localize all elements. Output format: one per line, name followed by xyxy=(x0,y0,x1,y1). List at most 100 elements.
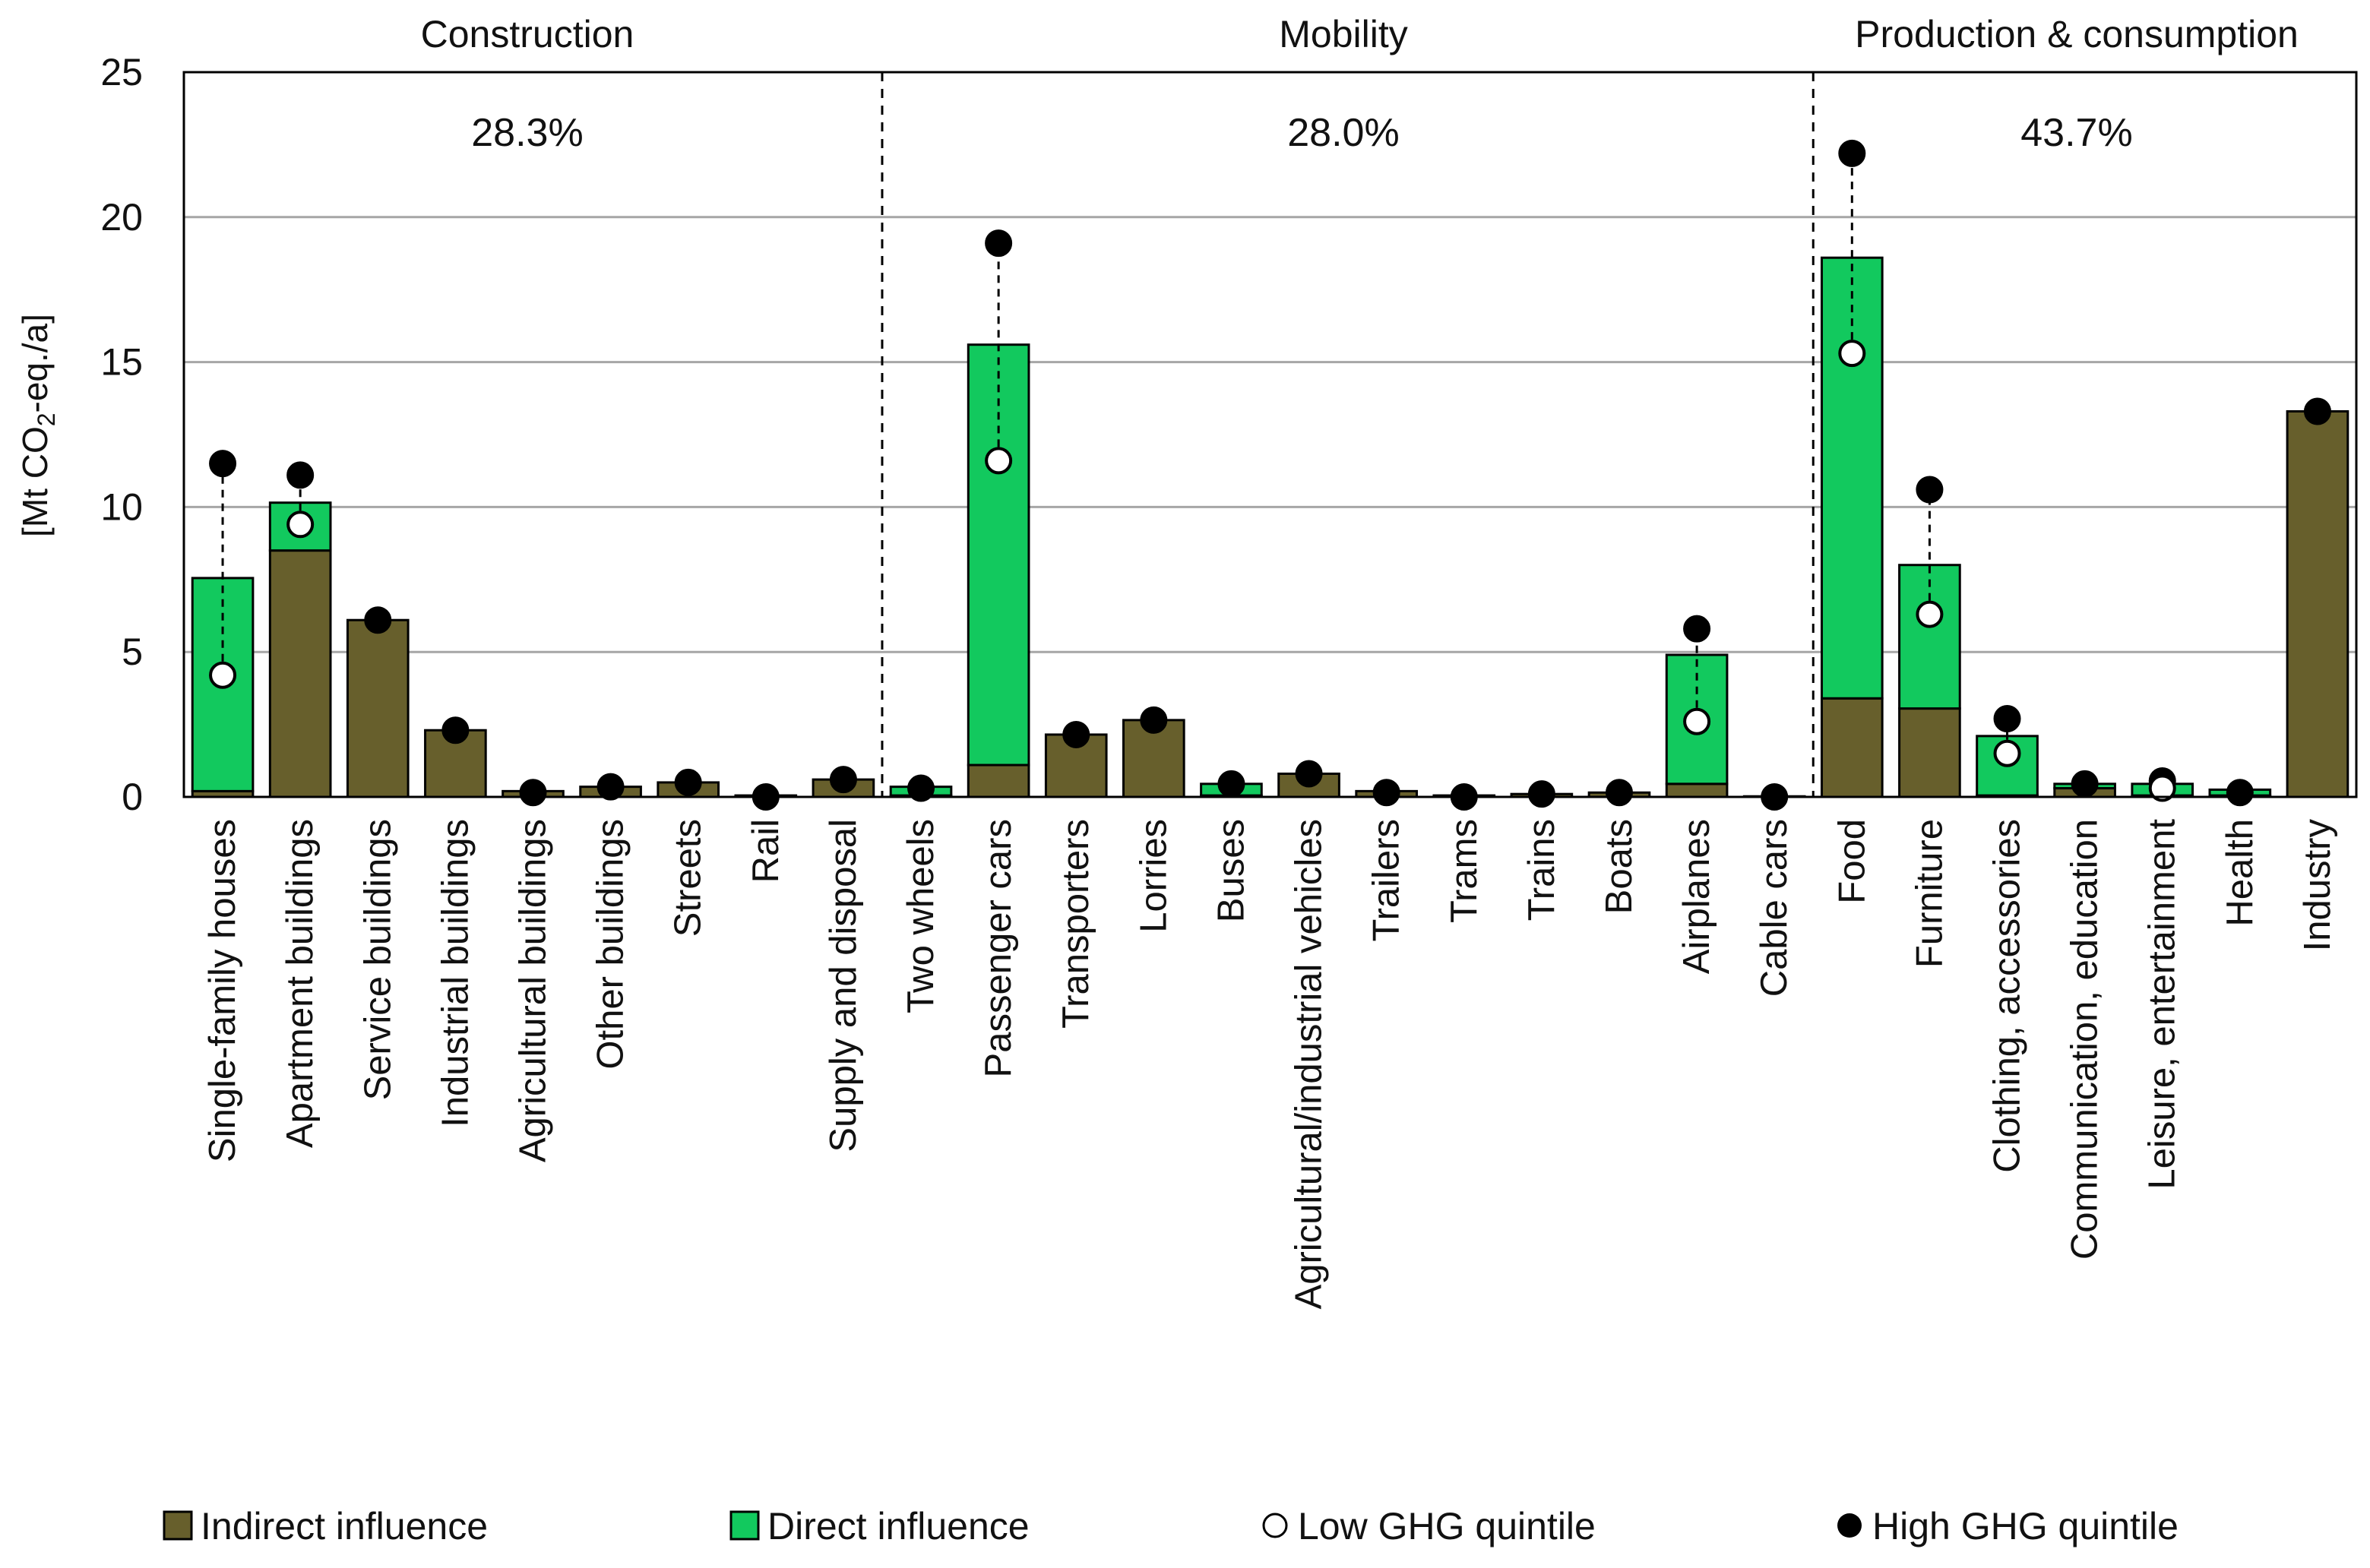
y-tick-label: 0 xyxy=(122,776,143,818)
group-share-label: 43.7% xyxy=(2020,111,2132,155)
legend-swatch xyxy=(1837,1513,1862,1538)
marker-high-quintile xyxy=(1062,720,1090,748)
y-axis-label-subscript: 2 xyxy=(33,413,60,426)
marker-low-quintile xyxy=(209,661,237,689)
legend: Indirect influence Direct influence Low GH… xyxy=(163,1505,2179,1547)
marker-low-quintile xyxy=(2148,774,2176,802)
bars-layer xyxy=(191,256,2349,798)
category-label: Clothing, accessories xyxy=(1987,819,2028,1173)
category-label: Industrial buildings xyxy=(435,819,476,1127)
y-axis-label-suffix: -eq./a] xyxy=(15,314,55,413)
marker-high-quintile xyxy=(674,768,702,796)
axes-layer xyxy=(182,71,2358,798)
marker-low-quintile xyxy=(985,447,1013,475)
y-tick-label: 5 xyxy=(122,631,143,673)
labels-layer: 0 5 10 15 20 25 Construction 28.3% Mobility 28.0%… xyxy=(15,13,2338,1309)
markers-layer xyxy=(209,139,2331,811)
category-label: Agricultural/industrial vehicles xyxy=(1289,819,1330,1309)
y-tick-label: 25 xyxy=(100,51,143,93)
category-label: Boats xyxy=(1599,819,1640,914)
marker-low-quintile xyxy=(1916,600,1944,628)
category-label: Passenger cars xyxy=(978,819,1019,1077)
marker-high-quintile xyxy=(2071,770,2099,798)
marker-high-quintile xyxy=(1838,139,1866,167)
marker-low-quintile xyxy=(1838,340,1866,368)
category-label: Rail xyxy=(745,819,786,883)
legend-label: Low GHG quintile xyxy=(1298,1505,1596,1547)
marker-high-quintile xyxy=(1683,615,1711,643)
category-label: Leisure, entertainment xyxy=(2142,819,2183,1190)
marker-high-quintile xyxy=(364,606,392,634)
category-label: Other buildings xyxy=(590,819,631,1070)
marker-high-quintile xyxy=(286,461,315,489)
category-label: Furniture xyxy=(1909,819,1950,968)
group-title: Mobility xyxy=(1279,13,1407,55)
category-label: Agricultural buildings xyxy=(512,819,553,1162)
marker-high-quintile xyxy=(596,773,625,801)
marker-high-quintile xyxy=(2226,779,2254,807)
category-label: Streets xyxy=(668,819,709,937)
marker-high-quintile xyxy=(1372,779,1400,807)
category-label: Food xyxy=(1831,819,1872,904)
bar-indirect xyxy=(1665,782,1729,798)
bar-indirect xyxy=(1898,707,1961,798)
legend-label: Indirect influence xyxy=(201,1505,488,1547)
y-axis-label: [Mt CO2-eq./a] xyxy=(15,314,60,537)
category-label: Apartment buildings xyxy=(280,819,321,1148)
category-label: Trains xyxy=(1521,819,1562,921)
category-label: Cable cars xyxy=(1754,819,1795,997)
legend-swatch xyxy=(1262,1513,1288,1538)
grid-layer xyxy=(184,216,2356,653)
marker-high-quintile xyxy=(1217,770,1245,798)
y-tick-label: 10 xyxy=(100,485,143,528)
legend-label: Direct influence xyxy=(767,1505,1030,1547)
bar-direct xyxy=(1820,256,1884,700)
category-label: Industry xyxy=(2297,819,2338,952)
group-share-label: 28.0% xyxy=(1287,111,1399,155)
legend-label: High GHG quintile xyxy=(1872,1505,2179,1547)
marker-high-quintile xyxy=(1527,780,1555,808)
legend-swatch xyxy=(163,1510,193,1541)
marker-low-quintile xyxy=(1683,707,1711,735)
marker-high-quintile xyxy=(519,779,547,807)
category-label: Lorries xyxy=(1133,819,1174,933)
marker-high-quintile xyxy=(829,766,857,794)
bar-indirect xyxy=(2286,409,2349,798)
category-label: Buses xyxy=(1210,819,1251,922)
marker-high-quintile xyxy=(1993,704,2021,732)
y-axis-label-prefix: [Mt CO xyxy=(15,426,55,537)
category-label: Service buildings xyxy=(357,819,398,1100)
bar-indirect xyxy=(967,763,1030,798)
group-title: Production & consumption xyxy=(1855,13,2299,55)
marker-low-quintile xyxy=(286,511,315,539)
marker-high-quintile xyxy=(209,450,237,478)
y-tick-label: 15 xyxy=(100,341,143,384)
marker-high-quintile xyxy=(1605,779,1633,807)
category-label: Communication, education xyxy=(2065,819,2106,1260)
bar-indirect xyxy=(1820,697,1884,798)
marker-high-quintile xyxy=(907,774,935,802)
group-title: Construction xyxy=(421,13,634,55)
plot-frame xyxy=(182,71,2358,798)
marker-high-quintile xyxy=(1140,706,1168,734)
bar-direct xyxy=(1898,564,1961,710)
category-label: Trailers xyxy=(1366,819,1407,942)
bar-direct xyxy=(967,343,1030,767)
category-label: Two wheels xyxy=(900,819,941,1013)
category-label: Single-family houses xyxy=(202,819,243,1162)
stems-layer xyxy=(221,153,2009,754)
bar-indirect xyxy=(268,549,332,798)
bar-indirect xyxy=(346,618,410,798)
category-label: Trams xyxy=(1444,819,1485,923)
category-label: Health xyxy=(2220,819,2261,927)
y-tick-label: 20 xyxy=(100,196,143,239)
marker-high-quintile xyxy=(2303,397,2331,425)
group-share-label: 28.3% xyxy=(471,111,583,155)
marker-high-quintile xyxy=(441,716,470,744)
category-label: Transporters xyxy=(1055,819,1096,1029)
category-label: Supply and disposal xyxy=(823,819,864,1152)
marker-high-quintile xyxy=(1916,476,1944,504)
marker-high-quintile xyxy=(985,229,1013,258)
